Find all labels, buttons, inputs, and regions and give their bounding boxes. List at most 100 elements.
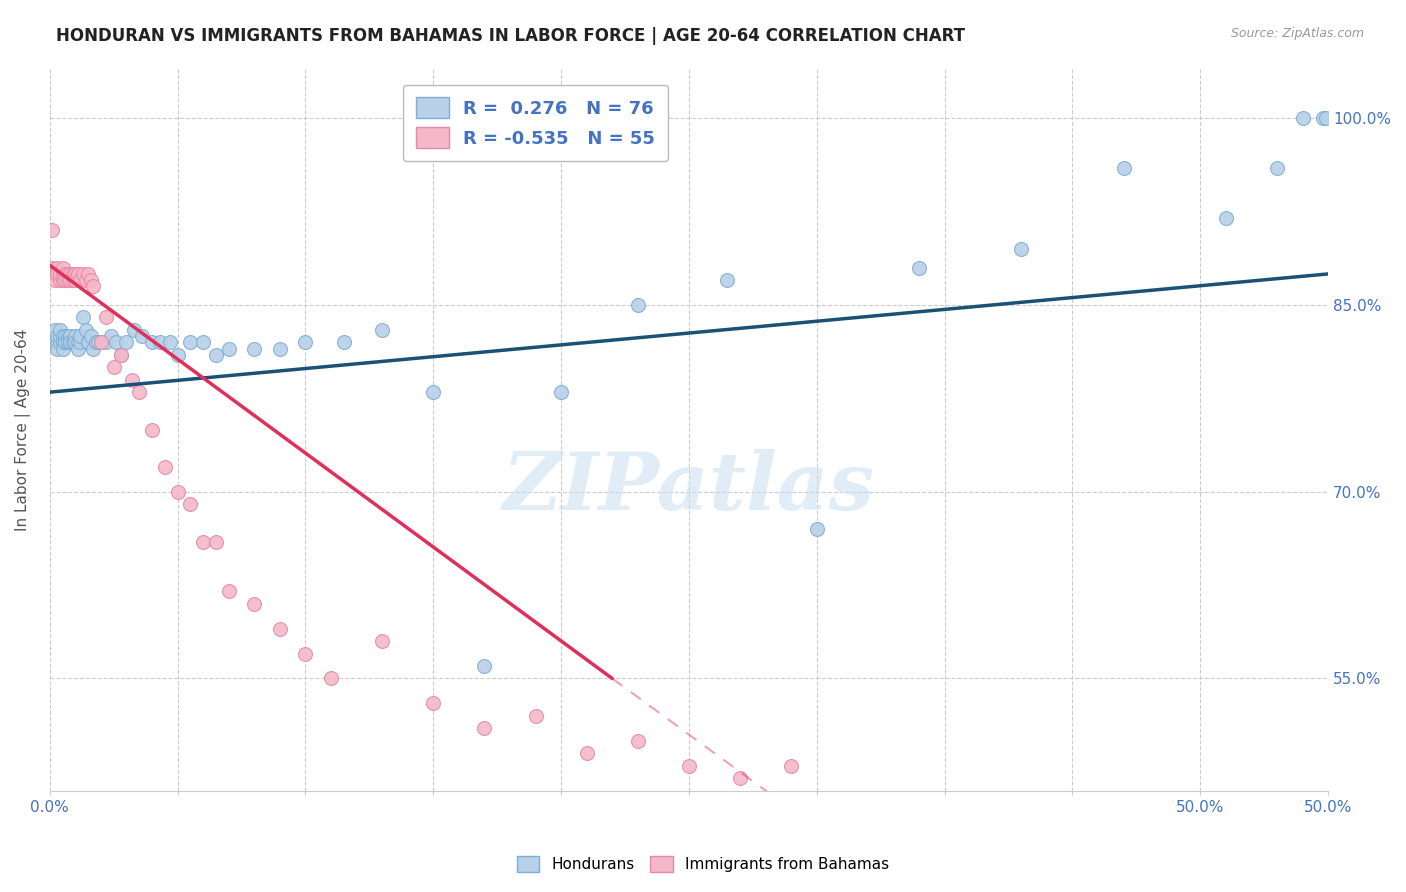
Point [69, 273, 91, 287]
Point [49, 329, 72, 343]
Point [69, 335, 91, 350]
Point [79, 273, 101, 287]
Point [65, 267, 87, 281]
Point [90, 335, 112, 350]
Text: ZIPatlas: ZIPatlas [503, 449, 875, 526]
Point [131, 329, 153, 343]
Point [66, 342, 89, 356]
Point [72, 267, 94, 281]
Point [72, 310, 94, 325]
Point [1315, 112, 1337, 126]
Point [56, 267, 79, 281]
Point [59, 273, 82, 287]
Point [149, 335, 172, 350]
Text: HONDURAN VS IMMIGRANTS FROM BAHAMAS IN LABOR FORCE | AGE 20-64 CORRELATION CHART: HONDURAN VS IMMIGRANTS FROM BAHAMAS IN L… [56, 27, 966, 45]
Point [65, 329, 87, 343]
Point [49, 267, 72, 281]
Point [294, 647, 316, 661]
Point [474, 659, 496, 673]
Point [56, 335, 79, 350]
Point [728, 771, 751, 785]
Point [1215, 211, 1237, 225]
Point [77, 267, 100, 281]
Point [90, 335, 112, 350]
Point [46, 260, 69, 275]
Point [179, 335, 201, 350]
Point [115, 335, 138, 350]
Point [333, 335, 356, 350]
Point [627, 298, 650, 312]
Point [103, 360, 125, 375]
Point [141, 423, 163, 437]
Point [46, 342, 69, 356]
Point [69, 329, 91, 343]
Point [51, 267, 73, 281]
Point [51, 335, 73, 350]
Point [179, 497, 201, 511]
Point [53, 335, 76, 350]
Point [46, 267, 69, 281]
Y-axis label: In Labor Force | Age 20-64: In Labor Force | Age 20-64 [15, 328, 31, 531]
Point [84, 335, 107, 350]
Point [66, 335, 89, 350]
Point [65, 335, 87, 350]
Point [319, 672, 342, 686]
Point [51, 260, 73, 275]
Point [77, 335, 100, 350]
Point [44, 267, 66, 281]
Point [82, 342, 104, 356]
Point [627, 733, 650, 747]
Point [105, 335, 128, 350]
Point [79, 329, 101, 343]
Point [205, 534, 228, 549]
Point [62, 273, 84, 287]
Point [75, 323, 97, 337]
Point [294, 335, 316, 350]
Point [269, 342, 291, 356]
Point [56, 335, 79, 350]
Point [678, 758, 700, 772]
Point [243, 342, 266, 356]
Point [780, 758, 803, 772]
Point [121, 373, 143, 387]
Point [51, 329, 73, 343]
Point [62, 335, 84, 350]
Point [806, 522, 828, 536]
Point [62, 267, 84, 281]
Point [53, 273, 76, 287]
Point [77, 335, 100, 350]
Text: Source: ZipAtlas.com: Source: ZipAtlas.com [1230, 27, 1364, 40]
Point [51, 342, 73, 356]
Point [87, 335, 110, 350]
Point [46, 329, 69, 343]
Point [66, 267, 89, 281]
Point [82, 279, 104, 293]
Point [51, 273, 73, 287]
Point [1291, 112, 1313, 126]
Point [49, 273, 72, 287]
Point [56, 335, 79, 350]
Point [1312, 112, 1334, 126]
Point [1265, 161, 1288, 175]
Point [110, 348, 132, 362]
Point [65, 273, 87, 287]
Point [524, 709, 547, 723]
Point [243, 597, 266, 611]
Point [44, 273, 66, 287]
Point [153, 459, 176, 474]
Point [371, 323, 394, 337]
Point [422, 697, 444, 711]
Point [218, 342, 240, 356]
Point [141, 335, 163, 350]
Point [191, 335, 214, 350]
Point [122, 323, 145, 337]
Point [59, 329, 82, 343]
Point [53, 335, 76, 350]
Point [49, 323, 72, 337]
Point [218, 584, 240, 599]
Point [41, 223, 63, 237]
Point [56, 273, 79, 287]
Point [53, 267, 76, 281]
Point [65, 335, 87, 350]
Point [51, 335, 73, 350]
